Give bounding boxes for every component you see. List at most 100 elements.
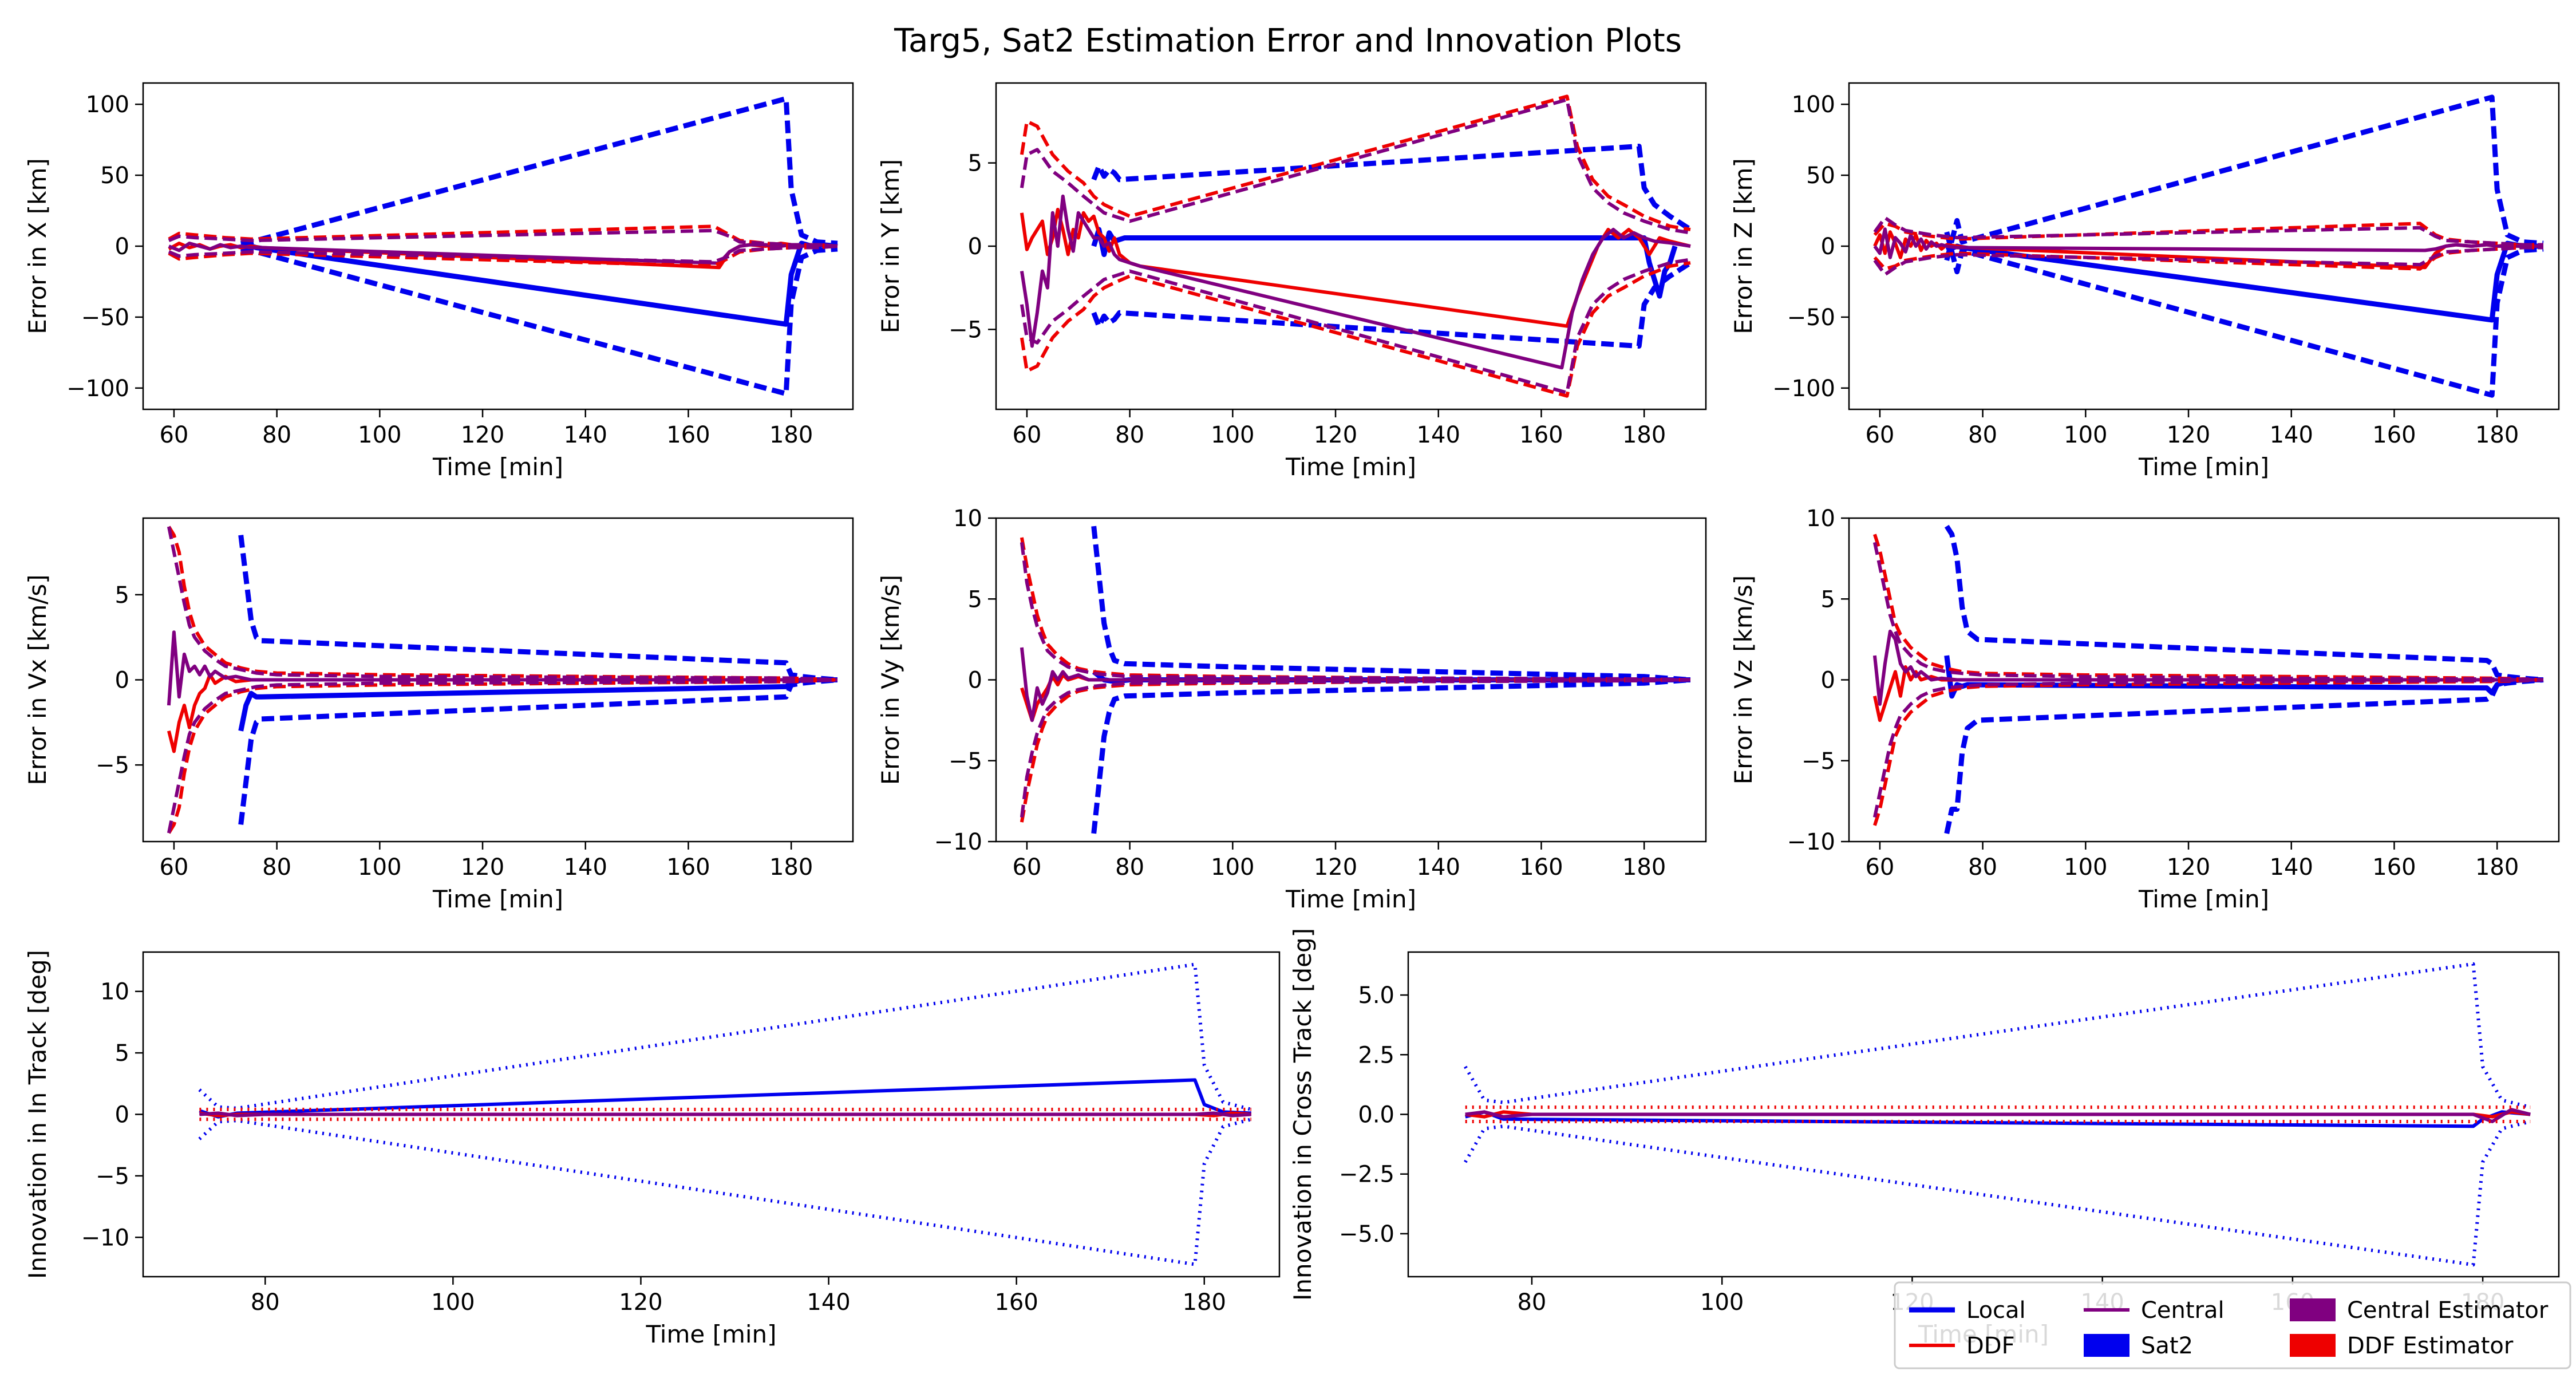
y-tick-label: −2.5 xyxy=(1339,1162,1394,1188)
y-tick-label: 10 xyxy=(100,979,129,1005)
x-tick-label: 180 xyxy=(1183,1289,1226,1316)
y-tick-label: −5.0 xyxy=(1339,1221,1394,1247)
series-line-8 xyxy=(1020,542,1691,682)
x-tick-label: 160 xyxy=(2372,854,2416,881)
y-tick-label: 50 xyxy=(100,163,129,189)
figure-title: Targ5, Sat2 Estimation Error and Innovat… xyxy=(894,22,1682,60)
series-line-5 xyxy=(1020,194,1691,370)
x-axis-label: Time [min] xyxy=(432,453,563,481)
y-tick-label: 100 xyxy=(1792,92,1835,118)
x-tick-label: 120 xyxy=(1314,422,1357,448)
legend-label: Sat2 xyxy=(2141,1333,2193,1359)
x-tick-label: 180 xyxy=(1622,854,1666,881)
x-tick-label: 180 xyxy=(769,422,813,448)
x-tick-label: 120 xyxy=(619,1289,662,1316)
legend-label: DDF Estimator xyxy=(2347,1333,2514,1359)
x-tick-label: 100 xyxy=(431,1289,475,1316)
x-axis-label: Time [min] xyxy=(1285,885,1416,913)
x-tick-label: 120 xyxy=(461,854,504,881)
x-tick-label: 60 xyxy=(1865,422,1894,448)
series-line-2 xyxy=(240,96,838,246)
series-line-3 xyxy=(1944,231,2544,398)
subplot-2: 60 80 100 120 140 160 180 −5 0 5 Time [min] Error i… xyxy=(876,82,1707,481)
series-line-3 xyxy=(1464,1120,2531,1267)
legend-item-ddf: DDF xyxy=(1909,1333,2015,1359)
y-tick-label: −10 xyxy=(1787,829,1835,855)
x-tick-label: 180 xyxy=(769,854,813,881)
x-axis-label: Time [min] xyxy=(645,1320,776,1348)
series-line-6 xyxy=(1020,537,1691,682)
x-tick-label: 80 xyxy=(262,854,291,881)
y-tick-label: 5 xyxy=(968,151,982,177)
x-tick-label: 160 xyxy=(666,422,710,448)
legend-item-central-estimator: Central Estimator xyxy=(2290,1297,2549,1324)
x-tick-label: 120 xyxy=(461,422,504,448)
x-tick-label: 140 xyxy=(564,854,607,881)
series-line-8 xyxy=(1872,542,2544,682)
y-tick-label: 5 xyxy=(968,586,982,613)
series-line-2 xyxy=(238,535,838,682)
y-tick-label: 0 xyxy=(1821,668,1835,694)
series-line-7 xyxy=(1873,678,2544,826)
y-tick-label: −50 xyxy=(81,305,129,331)
legend-label: Central xyxy=(2141,1297,2225,1324)
subplot-7: 80 100 120 140 160 180 −10 −5 0 5 10 Time [min] Inno… xyxy=(23,950,1281,1348)
x-tick-label: 60 xyxy=(159,422,188,448)
legend-frame xyxy=(1894,1281,2571,1369)
y-tick-label: 10 xyxy=(953,506,982,532)
x-tick-label: 100 xyxy=(1211,854,1254,881)
plot-area xyxy=(1872,524,2544,834)
y-tick-label: −5 xyxy=(949,748,982,775)
y-axis-label: Error in Vy [km/s] xyxy=(876,575,904,785)
series-line-9 xyxy=(167,678,838,834)
x-tick-label: 60 xyxy=(1012,854,1041,881)
series-line-9 xyxy=(1872,678,2544,818)
x-tick-label: 80 xyxy=(1115,854,1144,881)
x-tick-label: 80 xyxy=(262,422,291,448)
series-line-6 xyxy=(167,526,838,682)
series-line-9 xyxy=(1020,258,1691,394)
plot-area xyxy=(1873,94,2544,398)
subplot-4: 60 80 100 120 140 160 180 −5 0 5 Time [min] Error i… xyxy=(23,517,854,913)
series-line-7 xyxy=(167,678,838,834)
y-tick-label: 0 xyxy=(968,668,982,694)
plot-area xyxy=(1464,962,2531,1267)
x-tick-label: 60 xyxy=(1865,854,1894,881)
x-tick-label: 140 xyxy=(1417,422,1460,448)
series-line-9 xyxy=(168,244,838,264)
x-tick-label: 100 xyxy=(358,422,401,448)
x-tick-label: 180 xyxy=(2475,854,2519,881)
y-axis-label: Innovation in In Track [deg] xyxy=(23,950,52,1279)
legend-item-local: Local xyxy=(1909,1297,2026,1324)
series-line-2 xyxy=(1091,144,1692,232)
series-line-3 xyxy=(240,246,838,397)
y-tick-label: 5 xyxy=(1821,586,1835,613)
y-tick-label: −5 xyxy=(96,752,129,779)
series-line-8 xyxy=(168,228,838,248)
legend-item-central: Central xyxy=(2084,1297,2225,1324)
legend-swatch xyxy=(2290,1334,2336,1357)
x-tick-label: 100 xyxy=(1211,422,1254,448)
x-tick-label: 80 xyxy=(1968,854,1997,881)
x-axis-label: Time [min] xyxy=(2138,453,2269,481)
series-line-5 xyxy=(1872,629,2543,706)
x-tick-label: 60 xyxy=(1012,422,1041,448)
legend-item-ddf-estimator: DDF Estimator xyxy=(2290,1333,2514,1359)
y-tick-label: −50 xyxy=(1787,305,1835,331)
y-tick-label: −5 xyxy=(949,317,982,343)
y-tick-label: 5 xyxy=(115,582,129,609)
y-axis-label: Error in Vx [km/s] xyxy=(23,574,52,785)
series-line-2 xyxy=(1944,94,2544,261)
x-tick-label: 180 xyxy=(1622,422,1666,448)
x-tick-label: 100 xyxy=(1700,1289,1744,1316)
x-axis-label: Time [min] xyxy=(1285,453,1416,481)
legend-label: DDF xyxy=(1966,1333,2015,1359)
x-tick-label: 140 xyxy=(2270,854,2313,881)
y-tick-label: −5 xyxy=(96,1163,129,1190)
y-axis-label: Error in X [km] xyxy=(23,158,52,334)
series-line-8 xyxy=(1020,98,1691,235)
series-line-2 xyxy=(1944,524,2544,682)
x-tick-label: 80 xyxy=(1968,422,1997,448)
y-tick-label: 0 xyxy=(115,668,129,694)
y-tick-label: 5.0 xyxy=(1358,982,1394,1009)
